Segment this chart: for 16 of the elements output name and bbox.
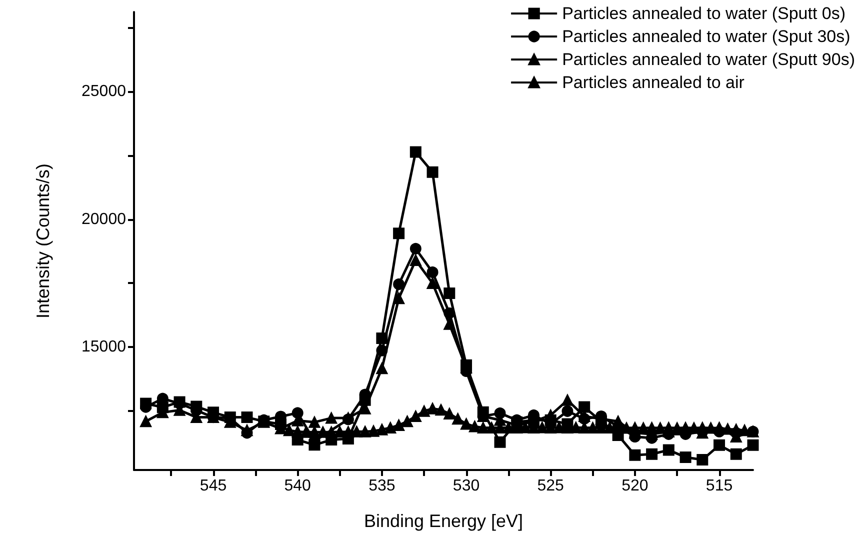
y-axis-title: Intensity (Counts/s) (33, 163, 53, 319)
legend-label: Particles annealed to water (Sputt 0s) (562, 4, 846, 23)
x-tick-label: 530 (452, 478, 480, 494)
y-tick-label: 15000 (82, 338, 126, 356)
x-tick-label: 525 (537, 478, 564, 494)
x-tick-label: 540 (284, 478, 312, 494)
x-tick-label: 545 (200, 478, 227, 494)
x-tick-label: 520 (622, 478, 648, 494)
y-tick-label: 20000 (82, 210, 126, 228)
x-tick-label: 535 (368, 478, 396, 494)
legend-label: Particles annealed to air (562, 73, 745, 92)
x-axis-title: Binding Energy [eV] (364, 511, 524, 531)
legend-label: Particles annealed to water (Sput 30s) (562, 27, 850, 46)
y-tick-label: 25000 (82, 82, 126, 100)
x-tick-label: 515 (706, 478, 733, 494)
legend-label: Particles annealed to water (Sputt 90s) (562, 50, 856, 69)
